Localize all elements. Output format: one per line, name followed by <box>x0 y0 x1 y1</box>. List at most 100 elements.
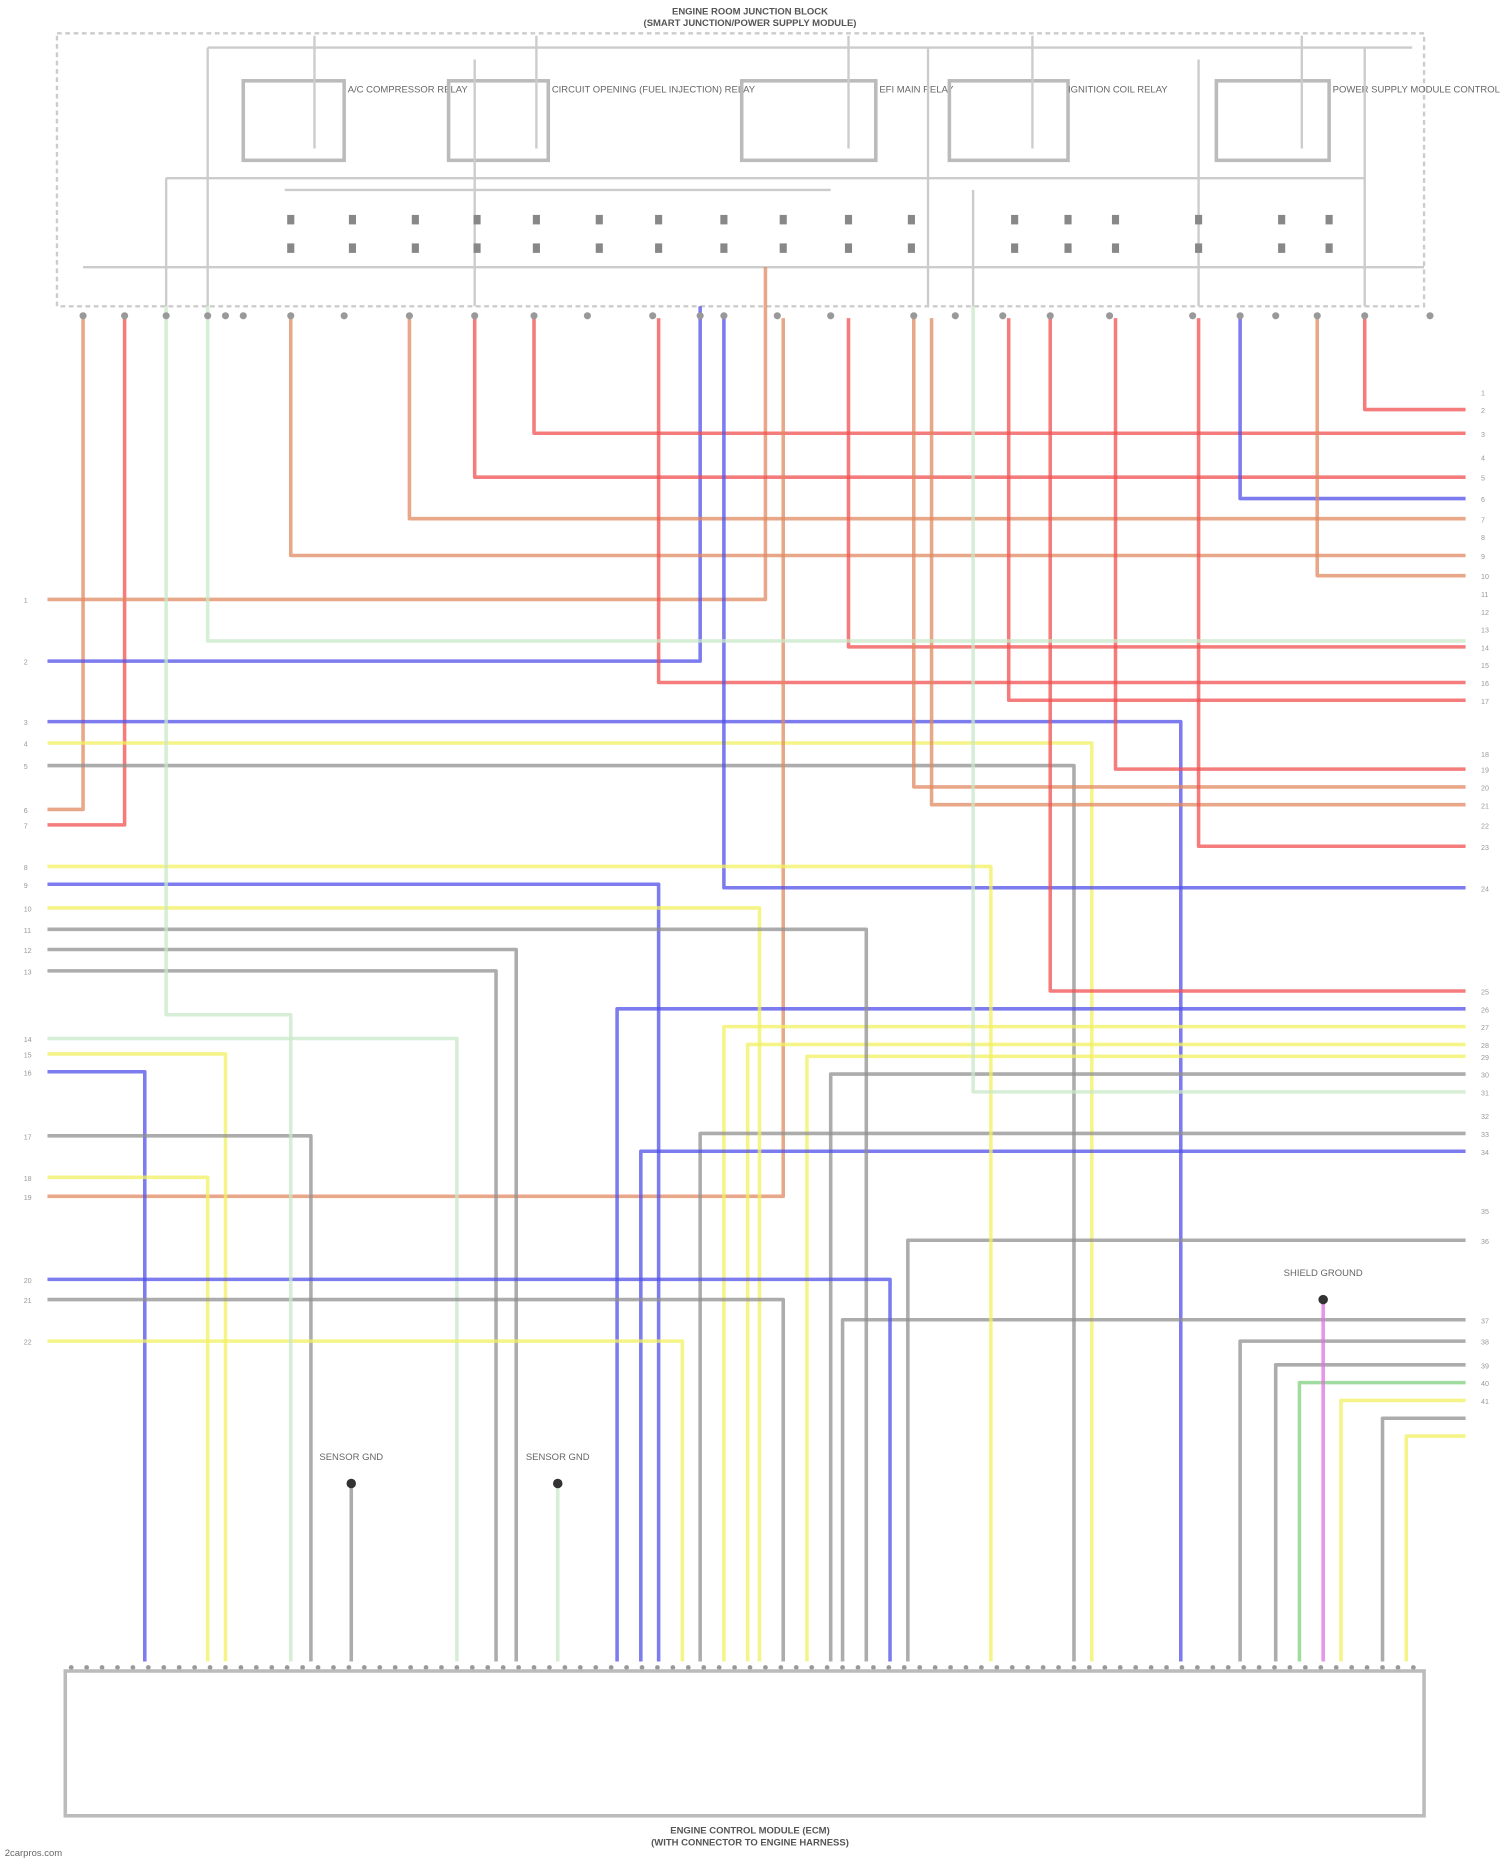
right-pin-number: 28 <box>1481 1042 1489 1050</box>
right-pin-number: 35 <box>1481 1208 1489 1216</box>
blue-wire <box>47 1277 892 1662</box>
orange-wire <box>911 318 1466 789</box>
fuse-icon <box>1011 243 1019 253</box>
gray-wire <box>47 947 518 1662</box>
ecm-outline <box>63 1669 1426 1818</box>
orange-wire <box>47 318 786 1199</box>
lightgreen-wire <box>971 306 1466 1094</box>
gray-wire <box>906 1238 1466 1662</box>
blue-wire <box>47 306 702 663</box>
junction-pin <box>79 312 87 320</box>
fuse-icon <box>655 214 663 225</box>
ecm-pin <box>408 1665 413 1670</box>
ecm-pin <box>824 1665 830 1670</box>
blue-wire <box>47 719 1183 1662</box>
junction-pin <box>121 312 129 320</box>
blue-wire <box>47 1069 147 1662</box>
fuse-icon <box>473 214 481 225</box>
relay-label: POWER SUPPLY MODULE CONTROL RELAY <box>1333 85 1500 96</box>
ecm-pin <box>932 1665 938 1670</box>
ecm-pin <box>469 1665 475 1670</box>
fuse-icon <box>348 243 357 253</box>
ecm-pin <box>871 1665 876 1670</box>
ecm-pin <box>253 1665 259 1670</box>
junction-pin <box>1272 312 1280 320</box>
ground-label: SENSOR GND <box>526 1452 590 1463</box>
yellow-wire <box>745 1042 1466 1662</box>
fuse-icon <box>1111 214 1120 225</box>
left-pin-number: 1 <box>24 597 28 605</box>
red-wire <box>1196 318 1466 849</box>
junction-pin <box>1426 312 1434 320</box>
ecm-pin <box>346 1665 352 1670</box>
orange-wire <box>288 318 1466 558</box>
ecm-pin <box>1148 1665 1154 1670</box>
ecm-pin <box>1056 1665 1061 1670</box>
junction-pin <box>910 312 918 320</box>
wire-harness <box>47 267 1466 1662</box>
right-pin-number: 19 <box>1481 767 1489 775</box>
right-pin-number: 41 <box>1481 1398 1489 1406</box>
ground-point-1: SENSOR GND <box>319 1452 383 1489</box>
relay-5: POWER SUPPLY MODULE CONTROL RELAY <box>1214 79 1500 163</box>
gray-wire <box>47 969 498 1662</box>
right-pin-number: 17 <box>1481 698 1489 706</box>
ground-label: SHIELD GROUND <box>1284 1268 1363 1279</box>
right-pin-number: 32 <box>1481 1113 1489 1121</box>
connector-pins <box>68 312 1434 1670</box>
fuse-icon <box>1011 214 1019 225</box>
junction-pin <box>1236 312 1244 320</box>
red-wire <box>1006 318 1466 703</box>
ecm-pin <box>1025 1665 1031 1670</box>
fuse-icon <box>720 243 728 253</box>
ecm-pin <box>1256 1665 1262 1670</box>
lightgreen-wire <box>205 306 1466 643</box>
ecm-pin <box>269 1665 275 1670</box>
left-pin-number: 13 <box>24 968 32 976</box>
right-pin-number: 13 <box>1481 627 1489 635</box>
ground-dot <box>553 1478 563 1489</box>
ecm-pin <box>377 1665 383 1670</box>
right-pin-number: 39 <box>1481 1362 1489 1370</box>
gray-wire <box>47 927 869 1662</box>
ecm-pin <box>1241 1665 1247 1670</box>
ecm-pin <box>1333 1665 1339 1670</box>
ecm-pin <box>192 1665 197 1670</box>
ecm-pin <box>670 1665 676 1670</box>
right-connector-pin-numbers: 1234567891011121314151617181920212223242… <box>1481 389 1489 1406</box>
orange-wire <box>1315 318 1466 578</box>
junction-pin <box>1046 312 1054 320</box>
ground-dot <box>346 1478 357 1489</box>
ecm-pin <box>130 1665 136 1670</box>
yellow-wire <box>722 1024 1466 1662</box>
fuse-icon <box>1278 243 1286 253</box>
left-pin-number: 22 <box>24 1339 32 1347</box>
right-pin-number: 3 <box>1481 431 1485 439</box>
fuse-icon <box>1278 214 1286 225</box>
fuse-icon <box>595 243 603 253</box>
fuse-icon <box>844 243 853 253</box>
ecm-pin <box>639 1665 645 1670</box>
junction-pin <box>827 312 835 320</box>
right-pin-number: 1 <box>1481 389 1485 397</box>
ecm-pin <box>1410 1665 1416 1670</box>
right-pin-number: 12 <box>1481 609 1489 617</box>
ecm-pin <box>685 1665 691 1670</box>
ecm-pin <box>1318 1665 1324 1670</box>
ecm-pin <box>1364 1665 1370 1670</box>
fuse-icon <box>287 243 295 253</box>
ecm-pin <box>207 1665 213 1670</box>
relay-label: EFI MAIN RELAY <box>879 85 954 96</box>
fuse-icon <box>655 243 663 253</box>
ecm-pin <box>1349 1665 1355 1670</box>
fuse-icon <box>348 214 357 225</box>
junction-pin <box>1313 312 1321 320</box>
relay-box <box>446 79 551 163</box>
ecm-pin <box>732 1665 737 1670</box>
right-pin-number: 37 <box>1481 1317 1489 1325</box>
right-pin-number: 11 <box>1481 591 1488 599</box>
fuse-icon <box>844 214 853 225</box>
yellow-wire <box>1404 1434 1466 1662</box>
red-wire <box>472 318 1466 479</box>
junction-pin <box>471 312 479 320</box>
